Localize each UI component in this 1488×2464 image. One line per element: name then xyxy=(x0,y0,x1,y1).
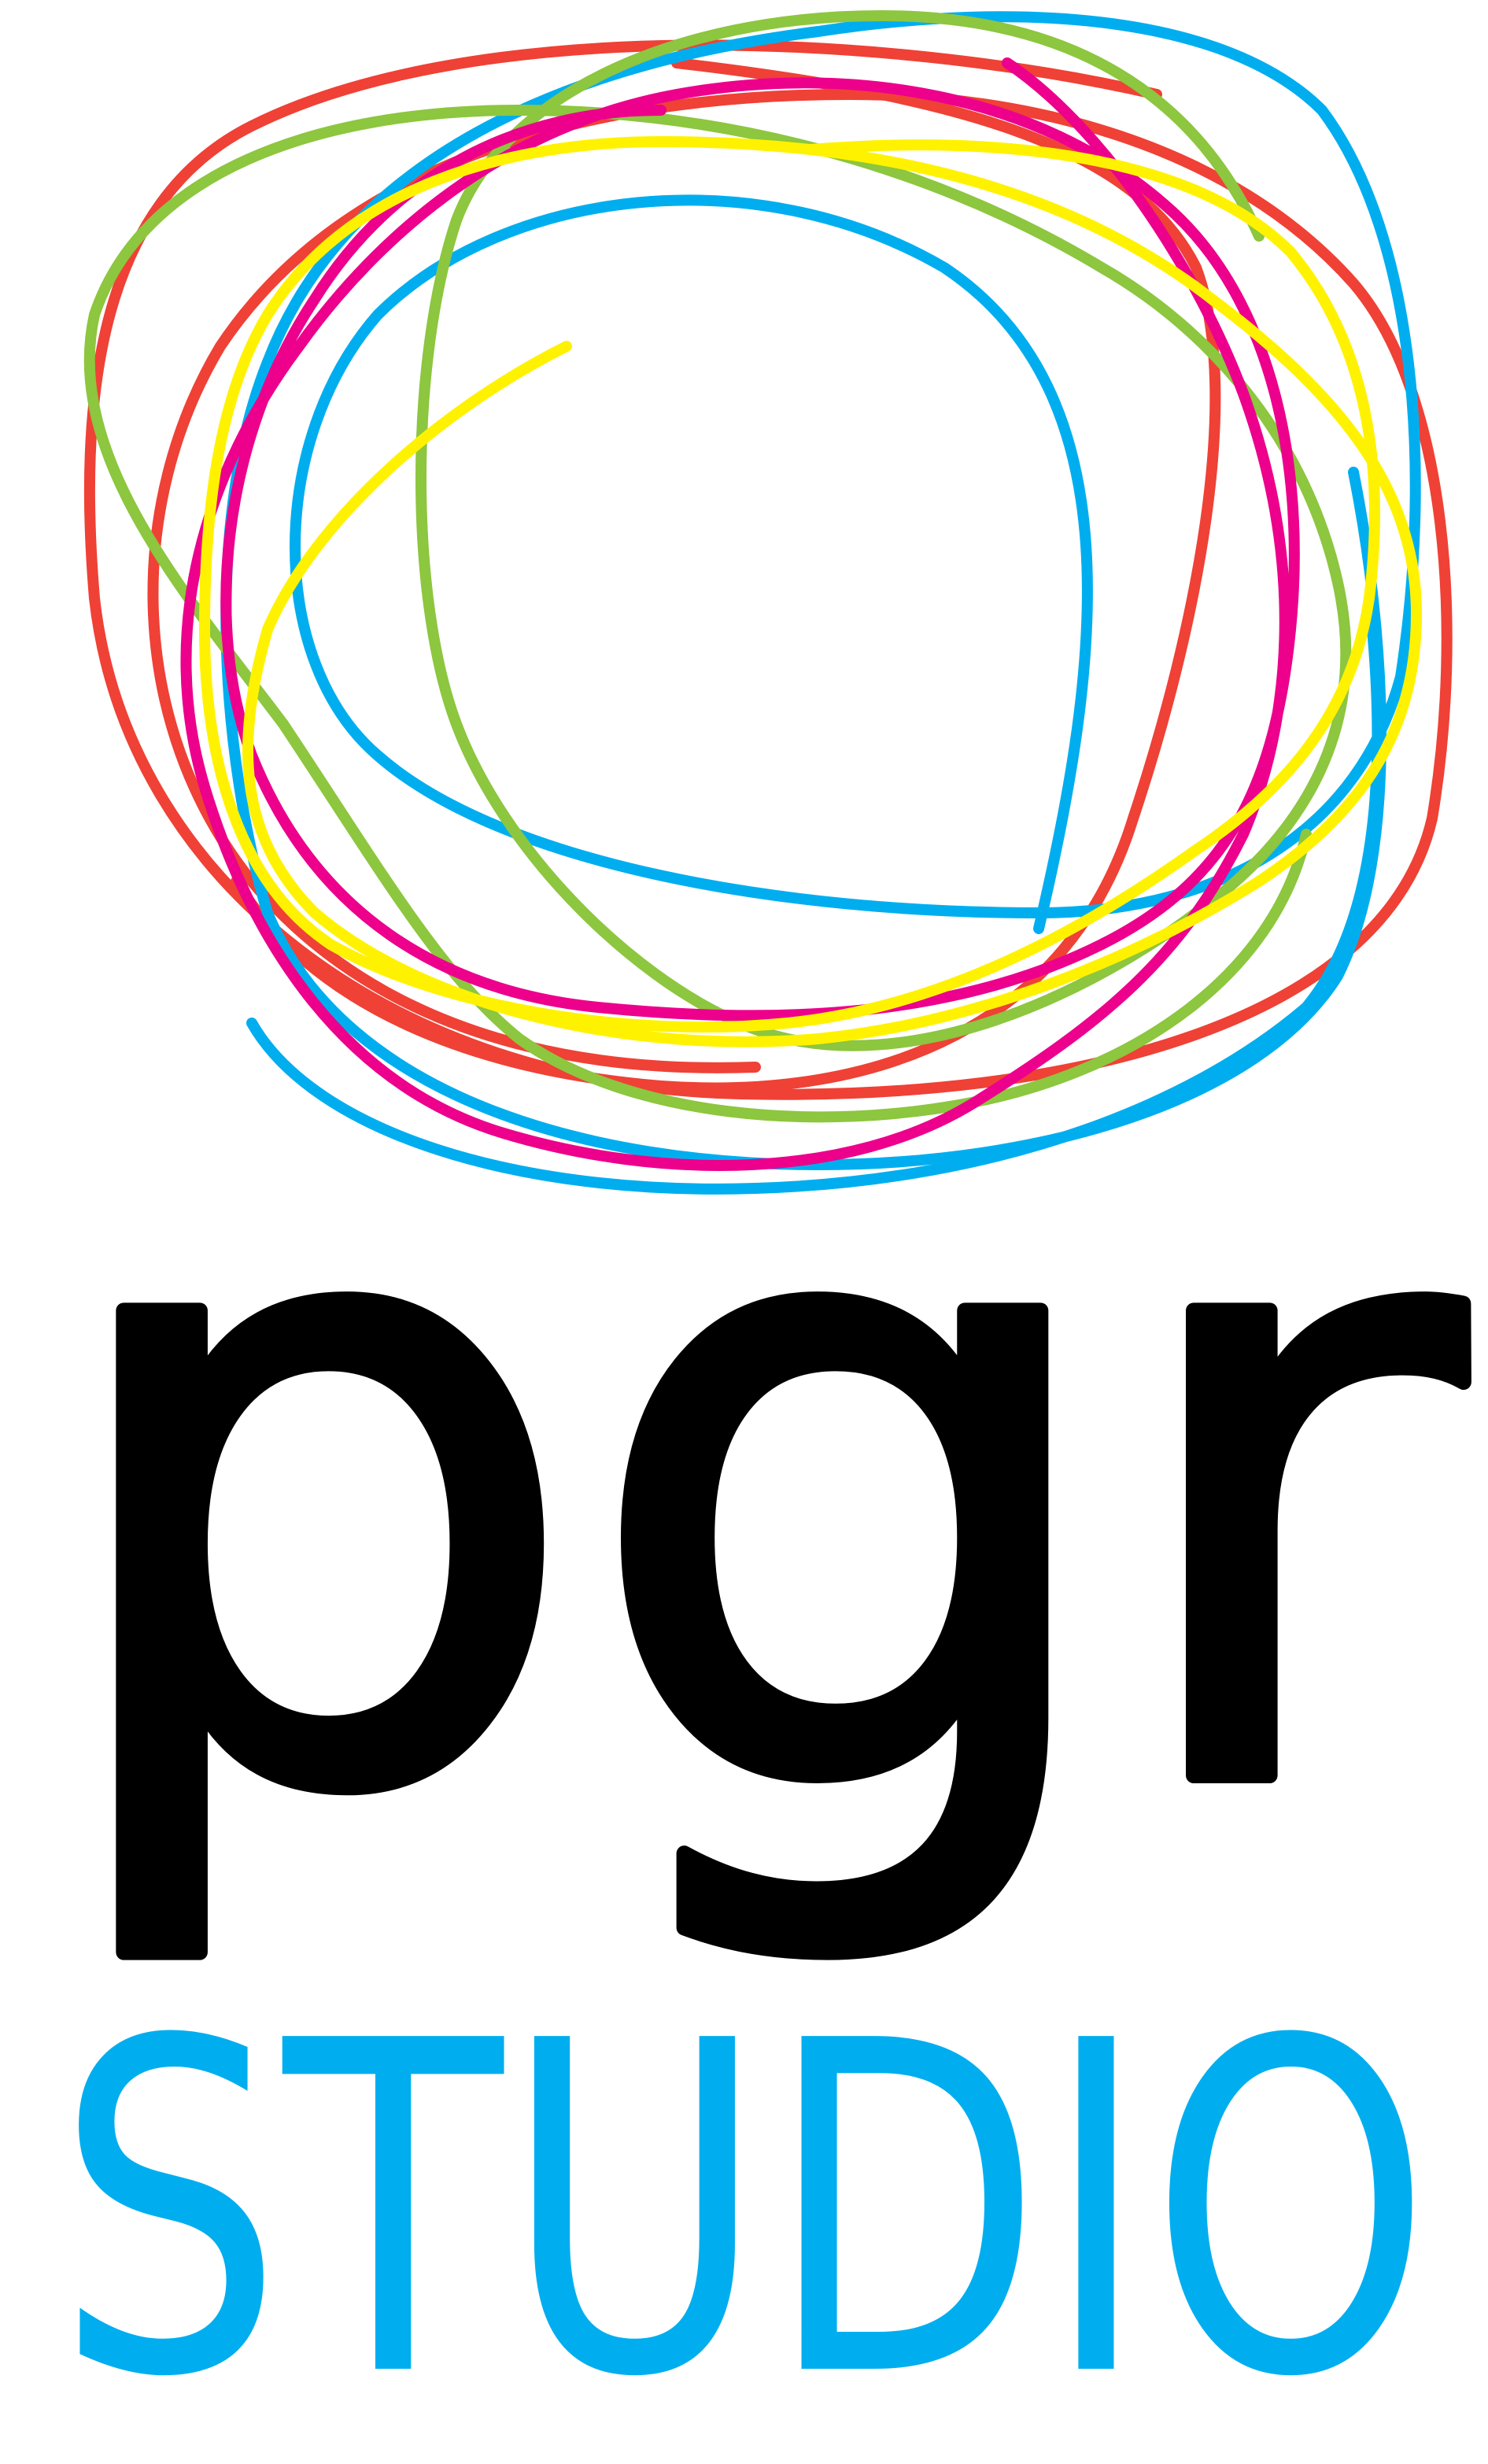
blue-loop-2 xyxy=(246,593,1383,1195)
magenta-loop xyxy=(180,57,1300,1171)
yellow-loop xyxy=(199,136,1422,1047)
red-loop-2 xyxy=(231,57,1221,1094)
wordmark: pgr xyxy=(47,987,1472,1976)
tagline: STUDIO xyxy=(55,1945,1432,2464)
scribble xyxy=(83,10,1453,1195)
